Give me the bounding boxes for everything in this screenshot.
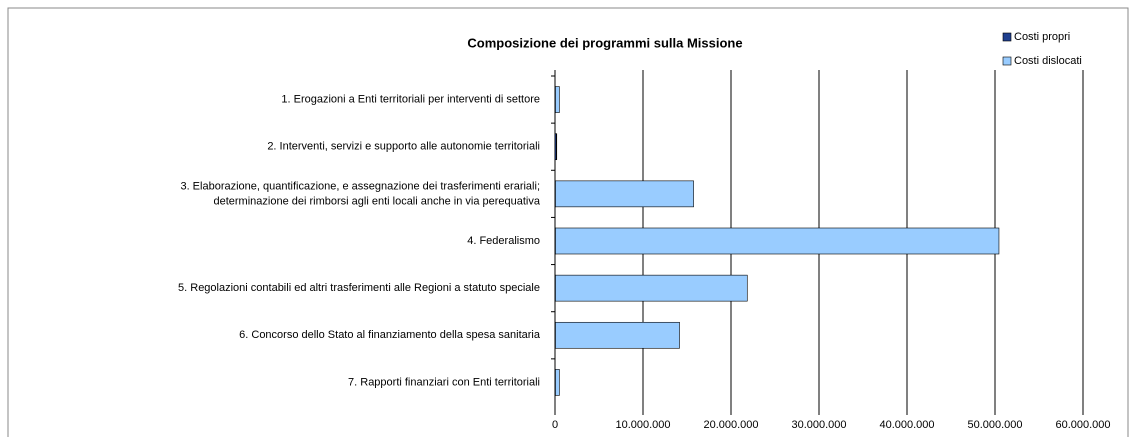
y-tick-label: 4. Federalismo — [467, 235, 540, 247]
bar — [555, 369, 559, 395]
x-tick-label: 30.000.000 — [791, 419, 846, 431]
x-tick-label: 20.000.000 — [703, 419, 758, 431]
legend-swatch — [1003, 57, 1011, 65]
bar — [555, 87, 559, 113]
chart-title: Composizione dei programmi sulla Mission… — [467, 35, 742, 50]
y-tick-label: 6. Concorso dello Stato al finanziamento… — [239, 329, 541, 341]
bar — [555, 275, 747, 301]
x-tick-label: 50.000.000 — [967, 419, 1022, 431]
y-tick-label: 5. Regolazioni contabili ed altri trasfe… — [178, 282, 540, 294]
x-tick-label: 10.000.000 — [615, 419, 670, 431]
y-tick-label: 7. Rapporti finanziari con Enti territor… — [348, 376, 540, 388]
x-tick-label: 60.000.000 — [1055, 419, 1110, 431]
y-tick-label: 1. Erogazioni a Enti territoriali per in… — [281, 93, 540, 105]
legend-swatch — [1003, 33, 1011, 41]
y-tick-label: 2. Interventi, servizi e supporto alle a… — [267, 141, 540, 153]
legend-label: Costi dislocati — [1014, 55, 1082, 67]
bar — [555, 181, 693, 207]
legend-label: Costi propri — [1014, 31, 1070, 43]
bar — [555, 228, 999, 254]
chart-frame — [8, 8, 1128, 437]
bar — [555, 322, 679, 348]
x-tick-label: 0 — [552, 419, 558, 431]
x-tick-label: 40.000.000 — [879, 419, 934, 431]
